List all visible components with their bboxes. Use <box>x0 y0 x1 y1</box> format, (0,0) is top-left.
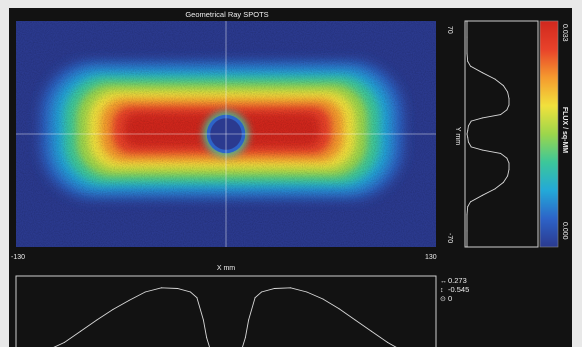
x-profile-plot <box>53 287 397 347</box>
crosshair <box>16 21 436 247</box>
readout-value-2: -0.545 <box>448 285 469 294</box>
y-profile-point <box>466 52 468 54</box>
x-profile-point <box>354 319 356 321</box>
y-profile-point <box>508 104 510 106</box>
x-profile-point <box>177 288 179 289</box>
y-profile-line <box>466 21 510 247</box>
y-profile-point <box>502 85 504 87</box>
x-profile-point <box>387 341 389 343</box>
y-profile-point <box>467 141 469 143</box>
x-profile-point <box>273 288 275 289</box>
x-profile-point <box>244 337 246 338</box>
x-profile-point <box>128 299 130 301</box>
y-profile-point <box>467 125 469 127</box>
colorbar-title: FLUX / sq-MM <box>561 107 568 153</box>
x-profile-point <box>206 337 208 338</box>
y-profile-point <box>470 65 471 67</box>
y-profile-point <box>466 214 468 216</box>
chart-title: Geometrical Ray SPOTS <box>185 10 268 19</box>
y-profile-point <box>470 120 472 122</box>
x-profile-point <box>370 330 372 332</box>
x-tick-max: 130 <box>425 254 437 261</box>
y-tick-min: -70 <box>446 233 453 243</box>
colorbar-gradient <box>540 21 558 247</box>
y-profile-point <box>481 117 483 119</box>
y-profile-point <box>466 20 468 22</box>
y-profile-plot <box>466 20 510 248</box>
readout-symbol-1: ↔ <box>440 278 447 285</box>
x-profile-point <box>80 330 82 332</box>
readouts: ↔ 0.273 ↕ -0.545 ⊙ 0 <box>440 276 469 303</box>
y-profile-point <box>508 97 510 99</box>
y-profile-point <box>467 130 469 132</box>
colorbar-min-label: 0.000 <box>561 222 568 240</box>
y-profile-point <box>466 133 468 135</box>
x-profile-point <box>254 297 256 299</box>
readout-value-1: 0.273 <box>448 276 467 285</box>
x-profile-point <box>112 309 114 310</box>
x-profile-point <box>63 341 65 343</box>
y-profile-point <box>506 157 508 159</box>
x-profile-point <box>196 297 198 299</box>
y-profile-point <box>508 169 510 171</box>
x-profile-point <box>160 287 162 289</box>
readout-symbol-2: ↕ <box>440 287 444 294</box>
y-profile-point <box>502 181 504 183</box>
y-profile-point <box>506 109 508 111</box>
y-profile-point <box>494 188 496 190</box>
x-profile-point <box>189 291 191 293</box>
y-profile-point <box>467 136 469 138</box>
x-profile-point <box>202 319 204 321</box>
y-axis-label: Y mm <box>454 127 461 145</box>
y-profile-point <box>481 194 483 196</box>
y-profile-point <box>470 146 472 148</box>
y-profile-point <box>500 114 502 116</box>
colorbar-border <box>539 20 559 248</box>
plot-panel: Geometrical Ray SPOTS -130 130 X mm 70 -… <box>9 8 572 347</box>
y-profile-point <box>500 152 502 154</box>
x-profile-point <box>248 319 250 321</box>
y-profile-point <box>507 175 509 177</box>
y-profile-point <box>466 230 468 232</box>
y-profile-point <box>494 78 496 80</box>
x-axis-label: X mm <box>217 265 235 272</box>
x-profile-point <box>96 319 98 321</box>
y-profile-point <box>467 60 469 62</box>
x-profile-box <box>15 275 437 347</box>
x-profile-line <box>53 287 397 347</box>
x-profile-point <box>144 291 146 293</box>
x-profile-point <box>306 291 308 293</box>
spot-chart: Geometrical Ray SPOTS -130 130 X mm 70 -… <box>11 10 568 347</box>
x-profile-point <box>338 308 340 310</box>
y-profile-point <box>481 72 483 74</box>
y-tick-max: 70 <box>446 26 453 34</box>
y-profile-point <box>466 246 468 248</box>
x-tick-min: -130 <box>11 254 25 261</box>
x-profile-point <box>322 298 324 300</box>
y-profile-box <box>464 20 539 248</box>
y-profile-point <box>466 36 468 38</box>
y-profile-point <box>467 206 469 208</box>
colorbar-max-label: 0.033 <box>561 24 568 42</box>
y-profile-point <box>470 201 471 203</box>
readout-value-3: 0 <box>448 294 452 303</box>
readout-symbol-3: ⊙ <box>440 296 446 303</box>
y-profile-point <box>508 162 510 164</box>
x-profile-point <box>261 291 263 293</box>
x-profile-point <box>290 287 292 289</box>
y-profile-point <box>481 149 483 151</box>
y-profile-point <box>507 91 509 93</box>
colorbar <box>539 20 559 248</box>
